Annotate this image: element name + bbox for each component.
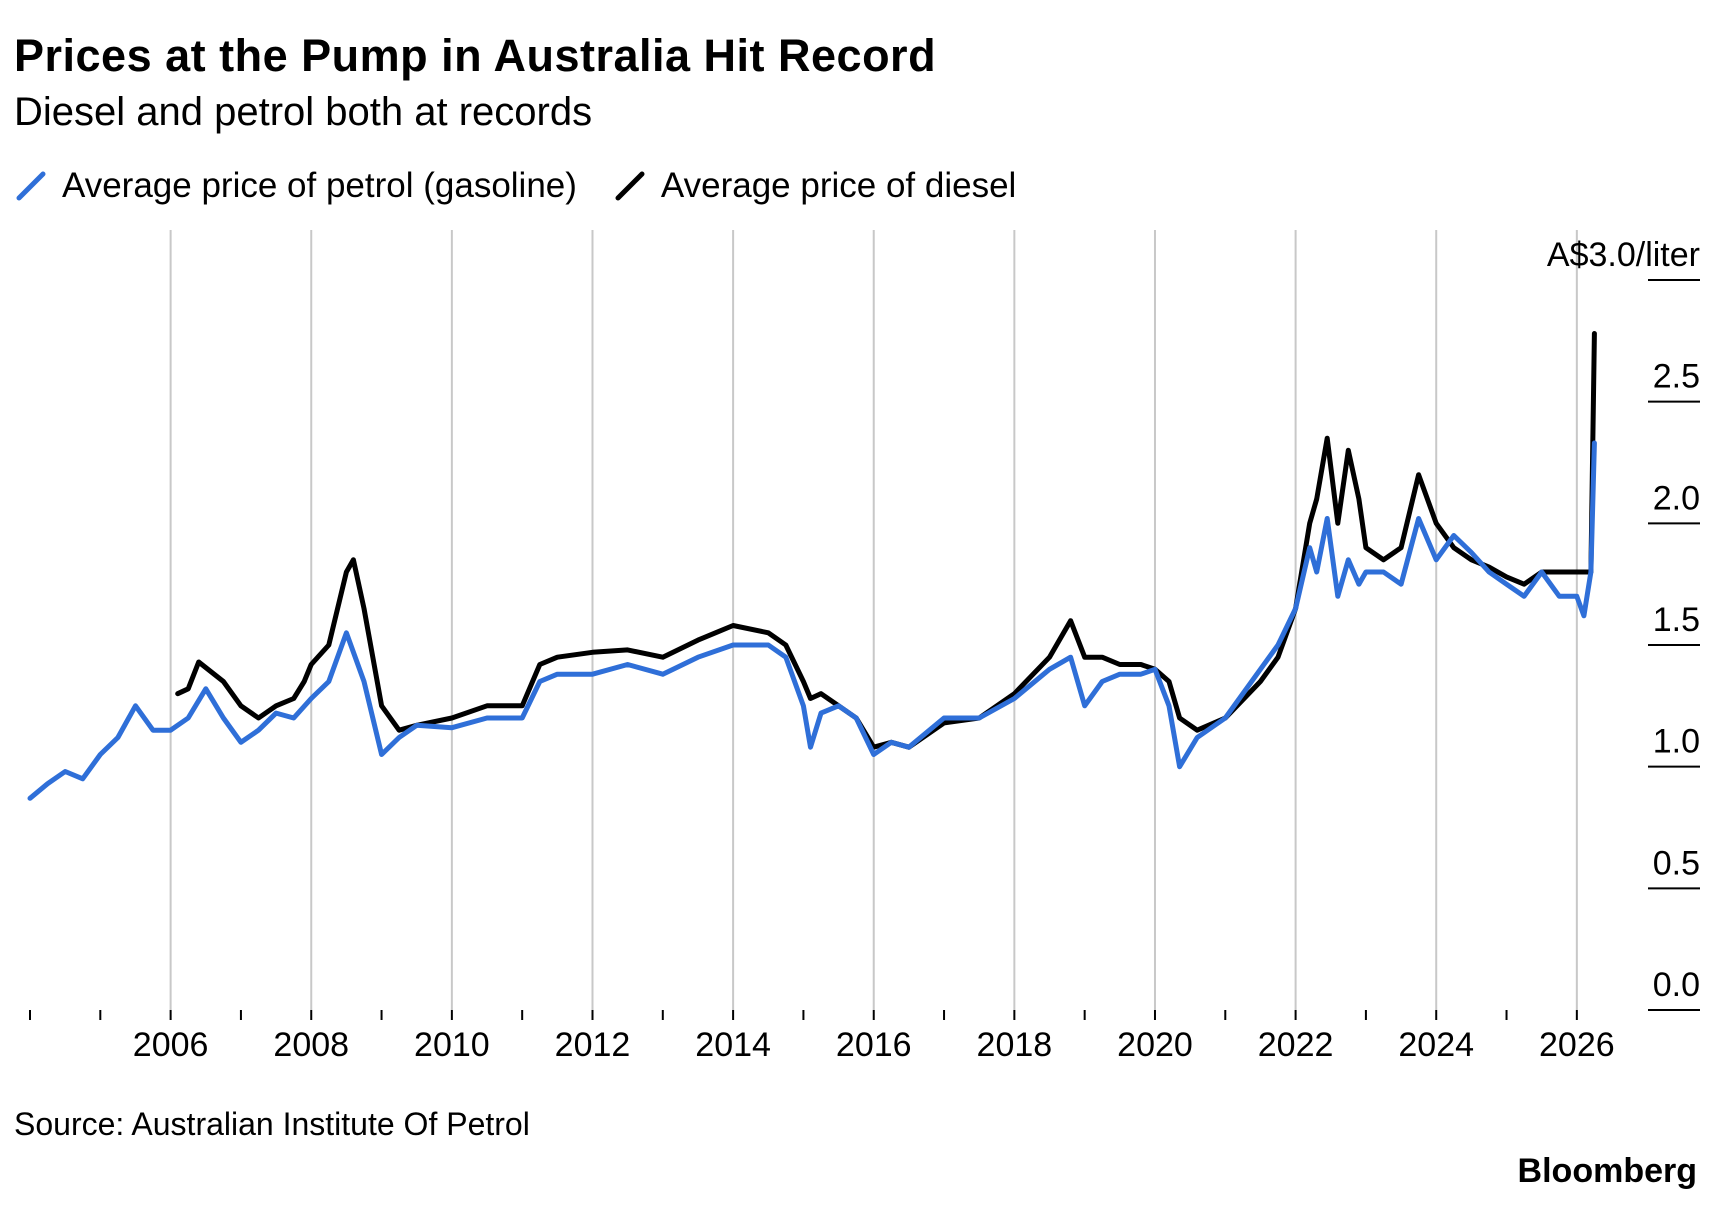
legend-swatch-diesel bbox=[615, 171, 645, 201]
x-tick-label-2006: 2006 bbox=[133, 1026, 209, 1064]
y-tick-label-1.5: 1.5 bbox=[1653, 601, 1700, 639]
legend-label-petrol: Average price of petrol (gasoline) bbox=[62, 166, 577, 205]
y-tick-label-0: 0.0 bbox=[1653, 966, 1700, 1004]
x-tick-label-2020: 2020 bbox=[1117, 1026, 1193, 1064]
series-line-petrol bbox=[27, 440, 1597, 801]
series-line-diesel bbox=[175, 331, 1597, 750]
x-tick-label-2018: 2018 bbox=[977, 1026, 1053, 1064]
chart-subtitle: Diesel and petrol both at records bbox=[14, 90, 593, 134]
x-tick-label-2026: 2026 bbox=[1539, 1026, 1615, 1064]
axis-layer: 2006 2008 2010 2012 2014 2016 2018 2020 2022 2024… bbox=[29, 236, 1700, 1064]
legend-item-petrol: Average price of petrol (gasoline) bbox=[14, 166, 577, 206]
x-tick-label-2010: 2010 bbox=[414, 1026, 490, 1064]
legend-item-diesel: Average price of diesel bbox=[613, 166, 1016, 206]
y-tick-label-2.5: 2.5 bbox=[1653, 358, 1700, 396]
legend-swatch-petrol bbox=[16, 171, 46, 201]
legend-label-diesel: Average price of diesel bbox=[660, 166, 1017, 205]
chart-title: Prices at the Pump in Australia Hit Reco… bbox=[14, 30, 937, 81]
source-note: Source: Australian Institute Of Petrol bbox=[14, 1106, 530, 1142]
x-tick-label-2016: 2016 bbox=[836, 1026, 912, 1064]
grid-layer bbox=[169, 230, 1578, 1010]
series-layer bbox=[27, 331, 1597, 801]
x-tick-label-2022: 2022 bbox=[1258, 1026, 1334, 1064]
legend: Average price of petrol (gasoline) Avera… bbox=[14, 164, 1052, 208]
x-tick-label-2008: 2008 bbox=[273, 1026, 349, 1064]
x-tick-label-2012: 2012 bbox=[555, 1026, 631, 1064]
x-tick-label-2024: 2024 bbox=[1398, 1026, 1474, 1064]
y-tick-label-3: A$3.0/liter bbox=[1547, 236, 1700, 274]
bloomberg-logo: Bloomberg bbox=[1517, 1152, 1697, 1190]
y-tick-label-1: 1.0 bbox=[1653, 723, 1700, 761]
y-tick-label-2: 2.0 bbox=[1653, 479, 1700, 517]
x-tick-label-2014: 2014 bbox=[695, 1026, 771, 1064]
y-tick-label-0.5: 0.5 bbox=[1653, 844, 1700, 882]
